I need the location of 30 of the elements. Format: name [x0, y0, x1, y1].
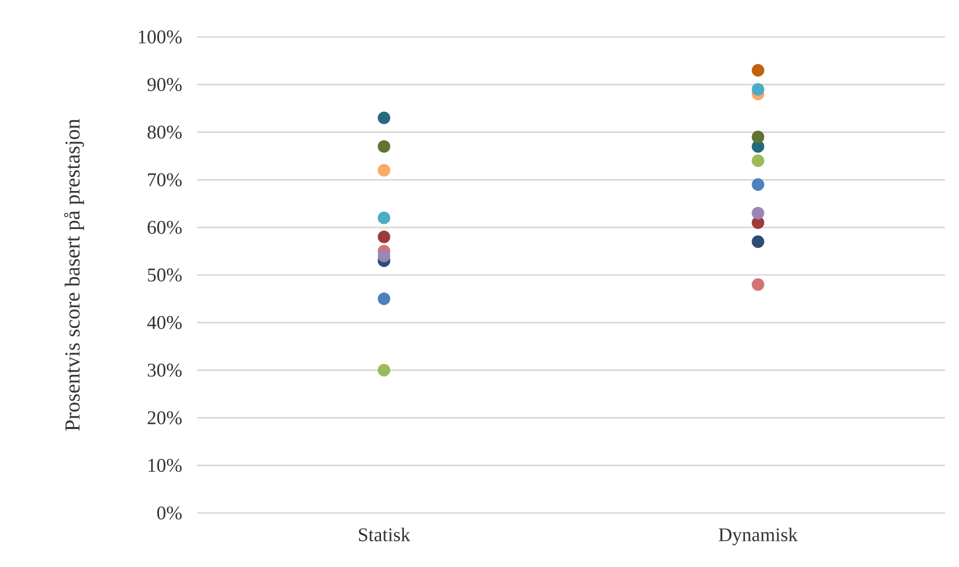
x-tick-label: Statisk — [358, 528, 410, 542]
y-tick-label: 0% — [157, 506, 182, 520]
y-tick-label: 70% — [148, 173, 182, 186]
x-tick-label: Dynamisk — [718, 528, 798, 546]
point — [378, 364, 390, 376]
point — [752, 83, 764, 96]
y-tick-label: 40% — [147, 316, 182, 330]
y-tick-label: 10% — [148, 458, 182, 472]
y-tick-label: 90% — [147, 78, 182, 92]
point — [752, 130, 764, 144]
y-tick-label: 100% — [138, 30, 182, 44]
point — [378, 140, 390, 153]
point — [752, 206, 764, 220]
y-tick-label: 30% — [148, 364, 182, 377]
point — [378, 164, 390, 177]
point — [378, 112, 390, 124]
y-tick-label: 50% — [148, 268, 182, 282]
point — [752, 178, 764, 191]
y-tick-label: 80% — [148, 126, 182, 139]
point — [752, 278, 764, 291]
point — [752, 64, 764, 77]
point — [378, 292, 390, 306]
point — [378, 250, 390, 262]
point — [378, 212, 390, 224]
y-tick-label: 60% — [148, 220, 182, 234]
y-tick-label: 20% — [148, 411, 182, 424]
point — [378, 230, 390, 244]
point — [752, 154, 764, 168]
y-axis-title: Prosentvis score basert på prestasjon — [64, 118, 84, 431]
point — [752, 235, 764, 248]
